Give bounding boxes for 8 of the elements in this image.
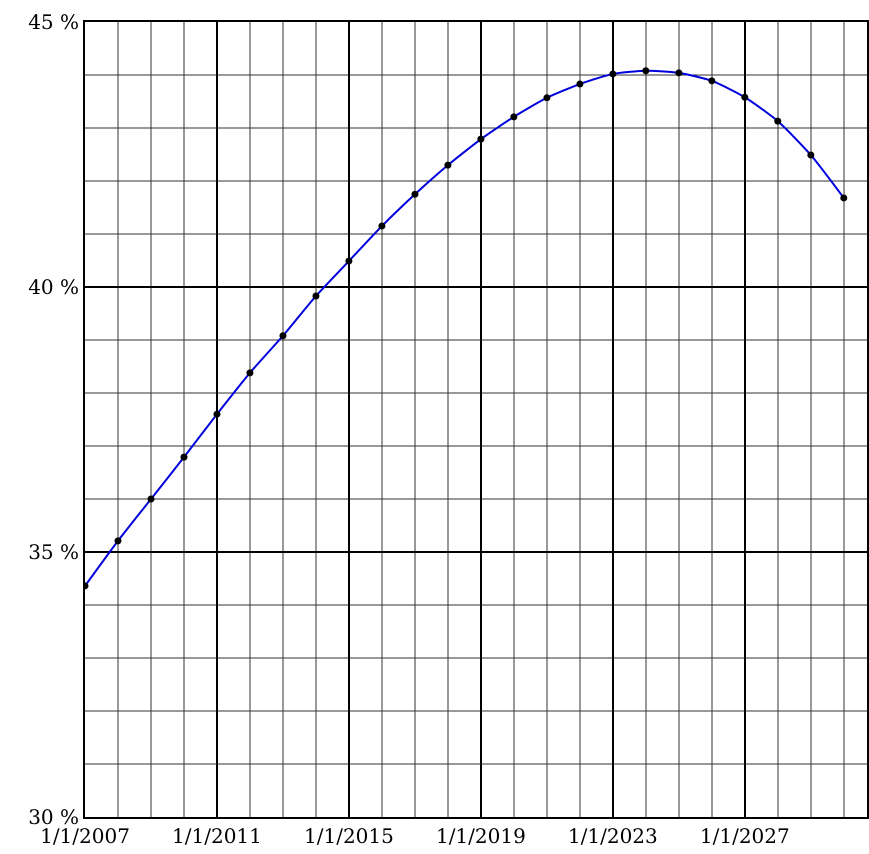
- y-tick-label: 45 %: [28, 10, 79, 34]
- x-tick-label: 1/1/2023: [568, 824, 658, 848]
- y-tick-label: 40 %: [28, 275, 79, 299]
- x-tick-label: 1/1/2011: [172, 824, 262, 848]
- x-tick-label: 1/1/2015: [304, 824, 394, 848]
- y-tick-label: 35 %: [28, 540, 79, 564]
- x-tick-label: 1/1/2019: [436, 824, 526, 848]
- x-tick-label: 1/1/2027: [700, 824, 790, 848]
